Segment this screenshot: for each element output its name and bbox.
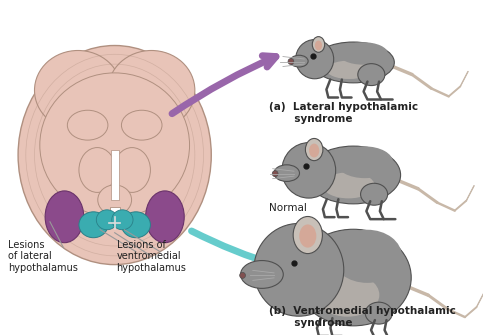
Ellipse shape — [274, 165, 299, 181]
Ellipse shape — [358, 64, 385, 86]
Ellipse shape — [114, 148, 150, 193]
Text: (a)  Lateral hypothalamic
       syndrome: (a) Lateral hypothalamic syndrome — [269, 102, 418, 124]
Ellipse shape — [312, 37, 325, 52]
Ellipse shape — [361, 183, 388, 205]
Ellipse shape — [295, 229, 411, 326]
Ellipse shape — [332, 230, 402, 283]
Ellipse shape — [40, 73, 190, 217]
Circle shape — [272, 171, 278, 177]
Bar — [110, 207, 119, 215]
Ellipse shape — [309, 143, 319, 158]
Ellipse shape — [45, 191, 84, 243]
Ellipse shape — [293, 216, 322, 254]
Ellipse shape — [18, 45, 211, 264]
Ellipse shape — [290, 55, 308, 67]
Ellipse shape — [326, 60, 372, 79]
Circle shape — [288, 58, 294, 65]
Ellipse shape — [79, 148, 116, 193]
Text: (b)  Ventromedial hypothalamic
       syndrome: (b) Ventromedial hypothalamic syndrome — [269, 306, 456, 328]
Ellipse shape — [336, 146, 393, 178]
Ellipse shape — [365, 302, 392, 324]
Bar — [111, 150, 119, 200]
Circle shape — [296, 40, 334, 79]
Ellipse shape — [146, 191, 184, 243]
Circle shape — [240, 272, 246, 278]
Ellipse shape — [306, 146, 401, 204]
Text: Normal: Normal — [269, 203, 307, 213]
Ellipse shape — [96, 210, 118, 230]
Ellipse shape — [112, 210, 133, 230]
Ellipse shape — [121, 212, 150, 238]
Ellipse shape — [299, 224, 316, 248]
Circle shape — [282, 142, 336, 198]
Ellipse shape — [79, 212, 108, 238]
Circle shape — [254, 223, 344, 316]
Text: Lesions of
ventromedial
hypothalamus: Lesions of ventromedial hypothalamus — [117, 240, 187, 273]
Ellipse shape — [108, 50, 195, 130]
Ellipse shape — [98, 185, 132, 215]
Ellipse shape — [315, 273, 379, 317]
Ellipse shape — [241, 260, 283, 288]
Ellipse shape — [315, 41, 322, 50]
Ellipse shape — [322, 172, 375, 198]
Ellipse shape — [312, 42, 394, 83]
Ellipse shape — [34, 50, 121, 130]
Ellipse shape — [338, 42, 388, 65]
Ellipse shape — [305, 138, 323, 161]
Text: Lesions
of lateral
hypothalamus: Lesions of lateral hypothalamus — [8, 240, 78, 273]
